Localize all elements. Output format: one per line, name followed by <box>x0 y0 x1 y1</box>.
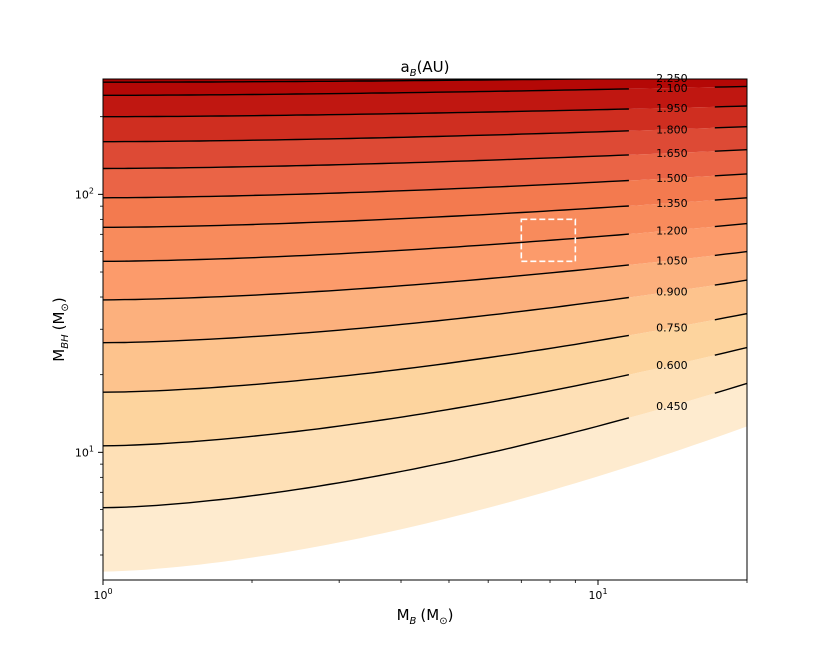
contour-band-8 <box>103 149 747 198</box>
contour-band-9 <box>103 126 747 169</box>
contour-label-1.650: 1.650 <box>656 147 688 160</box>
contour-band-2 <box>103 313 747 446</box>
y-tick-label: 101 <box>75 444 94 459</box>
contour-label-1.350: 1.350 <box>656 197 688 210</box>
contour-line-0.900 <box>103 279 747 344</box>
contour-band-0 <box>103 383 747 572</box>
contour-line-0.750 <box>103 312 747 393</box>
title-sub: B <box>410 68 417 79</box>
contour-line-1.350 <box>103 197 747 228</box>
ylabel-sun: ⊙ <box>60 303 71 311</box>
contour-label-1.500: 1.500 <box>656 172 688 185</box>
title-rest: (AU) <box>417 58 450 76</box>
contour-band-5 <box>103 223 747 300</box>
contour-label-0.450: 0.450 <box>656 400 688 413</box>
contour-label-0.900: 0.900 <box>656 285 688 298</box>
ylabel-close: ) <box>50 297 68 303</box>
contour-label-1.200: 1.200 <box>656 224 688 237</box>
contour-line-1.200 <box>103 222 747 262</box>
ylabel-unit: (M <box>50 312 68 331</box>
ylabel-base: M <box>50 349 68 362</box>
xlabel-close: ) <box>448 606 454 624</box>
highlight-region-box <box>520 218 577 263</box>
contour-band-4 <box>103 251 747 343</box>
title-base: a <box>400 58 409 76</box>
contour-band-10 <box>103 106 747 142</box>
x-axis-label: MB (M⊙) <box>397 606 454 627</box>
xlabel-sun: ⊙ <box>439 616 447 627</box>
contour-band-6 <box>103 197 747 262</box>
x-tick-label: 100 <box>93 587 112 602</box>
contour-band-3 <box>103 280 747 393</box>
y-axis-label: MBH (M⊙) <box>50 297 71 361</box>
contour-fill-regions <box>103 79 747 572</box>
contour-label-1.800: 1.800 <box>656 123 688 136</box>
contour-line-2.100 <box>103 85 747 96</box>
contour-band-7 <box>103 173 747 228</box>
contour-label-1.050: 1.050 <box>656 254 688 267</box>
xlabel-unit: (M <box>420 606 439 624</box>
axis-ticks: 100 101 101 102 <box>75 116 748 602</box>
contour-label-0.600: 0.600 <box>656 359 688 372</box>
contour-label-1.950: 1.950 <box>656 102 688 115</box>
contour-line-1.050 <box>103 250 747 301</box>
contour-line-1.800 <box>103 126 747 143</box>
contour-band-1 <box>103 347 747 508</box>
y-tick-label: 102 <box>75 186 94 201</box>
chart-title: aB(AU) <box>400 58 449 79</box>
contour-band-12 <box>103 79 747 96</box>
xlabel-base: M <box>397 606 410 624</box>
contour-label-2.100: 2.100 <box>656 82 688 95</box>
contour-line-1.950 <box>103 105 747 118</box>
contour-line-0.600 <box>103 346 747 447</box>
contour-band-11 <box>103 86 747 117</box>
x-tick-label: 101 <box>588 587 607 602</box>
contour-line-1.650 <box>103 149 747 170</box>
contour-line-1.500 <box>103 173 747 199</box>
contour-label-0.750: 0.750 <box>656 322 688 335</box>
ylabel-sub: BH <box>60 334 71 349</box>
contour-lines <box>103 79 747 509</box>
contour-line-0.450 <box>103 382 747 509</box>
xlabel-sub: B <box>410 616 417 627</box>
